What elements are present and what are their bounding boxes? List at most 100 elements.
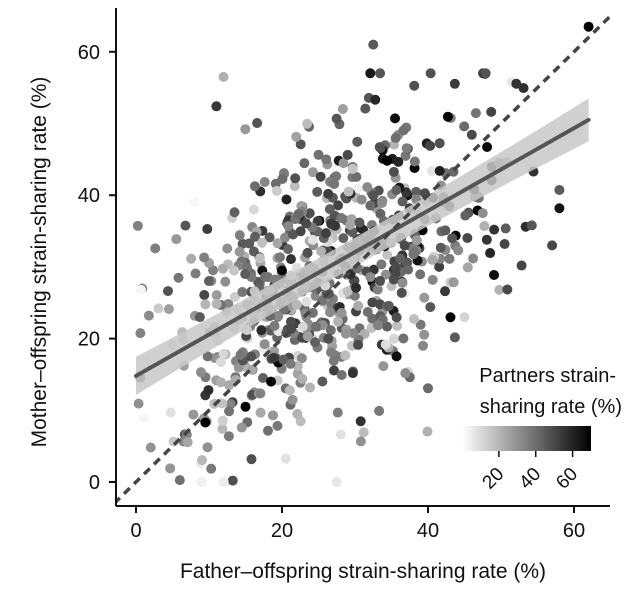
- data-point: [218, 71, 229, 82]
- data-point: [307, 234, 318, 245]
- data-point: [422, 426, 433, 437]
- data-point: [362, 182, 373, 193]
- data-point: [249, 181, 260, 192]
- identity-line: [116, 14, 610, 505]
- data-point: [295, 226, 306, 237]
- data-point: [302, 247, 313, 258]
- regression-fit: [116, 14, 610, 505]
- data-point: [264, 232, 275, 243]
- data-point: [235, 349, 246, 360]
- data-point: [215, 377, 226, 388]
- data-point: [143, 310, 154, 321]
- data-point: [285, 316, 296, 327]
- data-point: [370, 94, 381, 105]
- data-point: [382, 249, 393, 260]
- data-point: [526, 220, 537, 231]
- data-point: [227, 475, 238, 486]
- data-point: [215, 357, 226, 368]
- data-point: [283, 221, 294, 232]
- data-point: [325, 325, 336, 336]
- y-axis-ticks: 0 20 40 60: [78, 42, 116, 494]
- data-point: [279, 232, 290, 243]
- data-point: [362, 306, 373, 317]
- data-point: [395, 253, 406, 264]
- data-point: [376, 259, 387, 270]
- data-point: [349, 290, 360, 301]
- y-axis-label: Mother–offspring strain-sharing rate (%): [28, 77, 51, 448]
- data-point: [324, 204, 335, 215]
- data-point: [326, 218, 337, 229]
- data-point: [190, 268, 201, 279]
- data-point: [353, 339, 364, 350]
- data-point: [291, 299, 302, 310]
- data-point: [554, 203, 565, 214]
- data-point: [283, 244, 294, 255]
- data-point: [150, 243, 161, 254]
- data-point: [274, 252, 285, 263]
- data-point: [163, 304, 174, 315]
- data-point: [323, 333, 334, 344]
- data-point: [365, 272, 376, 283]
- data-point: [415, 269, 426, 280]
- colorbar-tick-label: 20: [479, 464, 509, 494]
- data-point: [340, 328, 351, 339]
- data-point: [211, 101, 222, 112]
- data-point: [419, 329, 430, 340]
- data-point: [408, 249, 419, 260]
- data-point: [273, 310, 284, 321]
- data-point: [435, 242, 446, 253]
- data-point: [262, 425, 273, 436]
- data-point: [277, 265, 287, 276]
- data-point: [355, 436, 366, 447]
- data-point: [325, 307, 336, 318]
- data-point: [470, 108, 481, 119]
- data-point: [266, 376, 277, 387]
- data-point: [489, 224, 500, 235]
- data-point: [224, 406, 235, 417]
- data-point: [331, 113, 342, 124]
- data-point: [299, 158, 310, 169]
- data-point: [583, 21, 594, 32]
- data-point: [271, 185, 282, 196]
- data-point: [259, 176, 270, 187]
- data-point: [223, 431, 234, 442]
- data-point: [285, 358, 296, 369]
- data-point: [202, 351, 213, 362]
- data-point: [554, 184, 565, 195]
- x-tick-label: 20: [271, 520, 293, 542]
- data-point: [320, 228, 331, 239]
- data-point: [206, 463, 217, 474]
- data-point: [342, 286, 353, 297]
- data-point: [398, 125, 409, 136]
- data-point: [195, 367, 206, 378]
- data-point: [336, 307, 347, 318]
- data-point: [302, 118, 313, 129]
- data-point: [133, 398, 144, 409]
- data-point: [388, 333, 399, 344]
- data-point: [453, 245, 464, 256]
- colorbar-tick-label: 60: [552, 464, 582, 494]
- data-point: [518, 83, 529, 94]
- data-point: [285, 254, 296, 265]
- data-point: [203, 385, 214, 396]
- data-point: [302, 331, 313, 342]
- data-point: [220, 276, 231, 287]
- y-tick-label: 60: [78, 42, 100, 64]
- data-point: [373, 320, 384, 331]
- data-point: [449, 78, 460, 89]
- data-point: [173, 272, 184, 283]
- y-tick-label: 0: [89, 472, 100, 494]
- data-point: [236, 422, 247, 433]
- data-point: [189, 196, 200, 207]
- data-point: [202, 224, 213, 235]
- data-point: [233, 362, 244, 373]
- data-point: [383, 300, 394, 311]
- data-point: [352, 136, 363, 147]
- data-point: [391, 312, 402, 323]
- data-point: [390, 113, 401, 124]
- data-point: [345, 219, 356, 230]
- data-point: [480, 68, 491, 79]
- data-point: [295, 139, 306, 150]
- data-point: [281, 194, 292, 205]
- data-point: [448, 277, 459, 288]
